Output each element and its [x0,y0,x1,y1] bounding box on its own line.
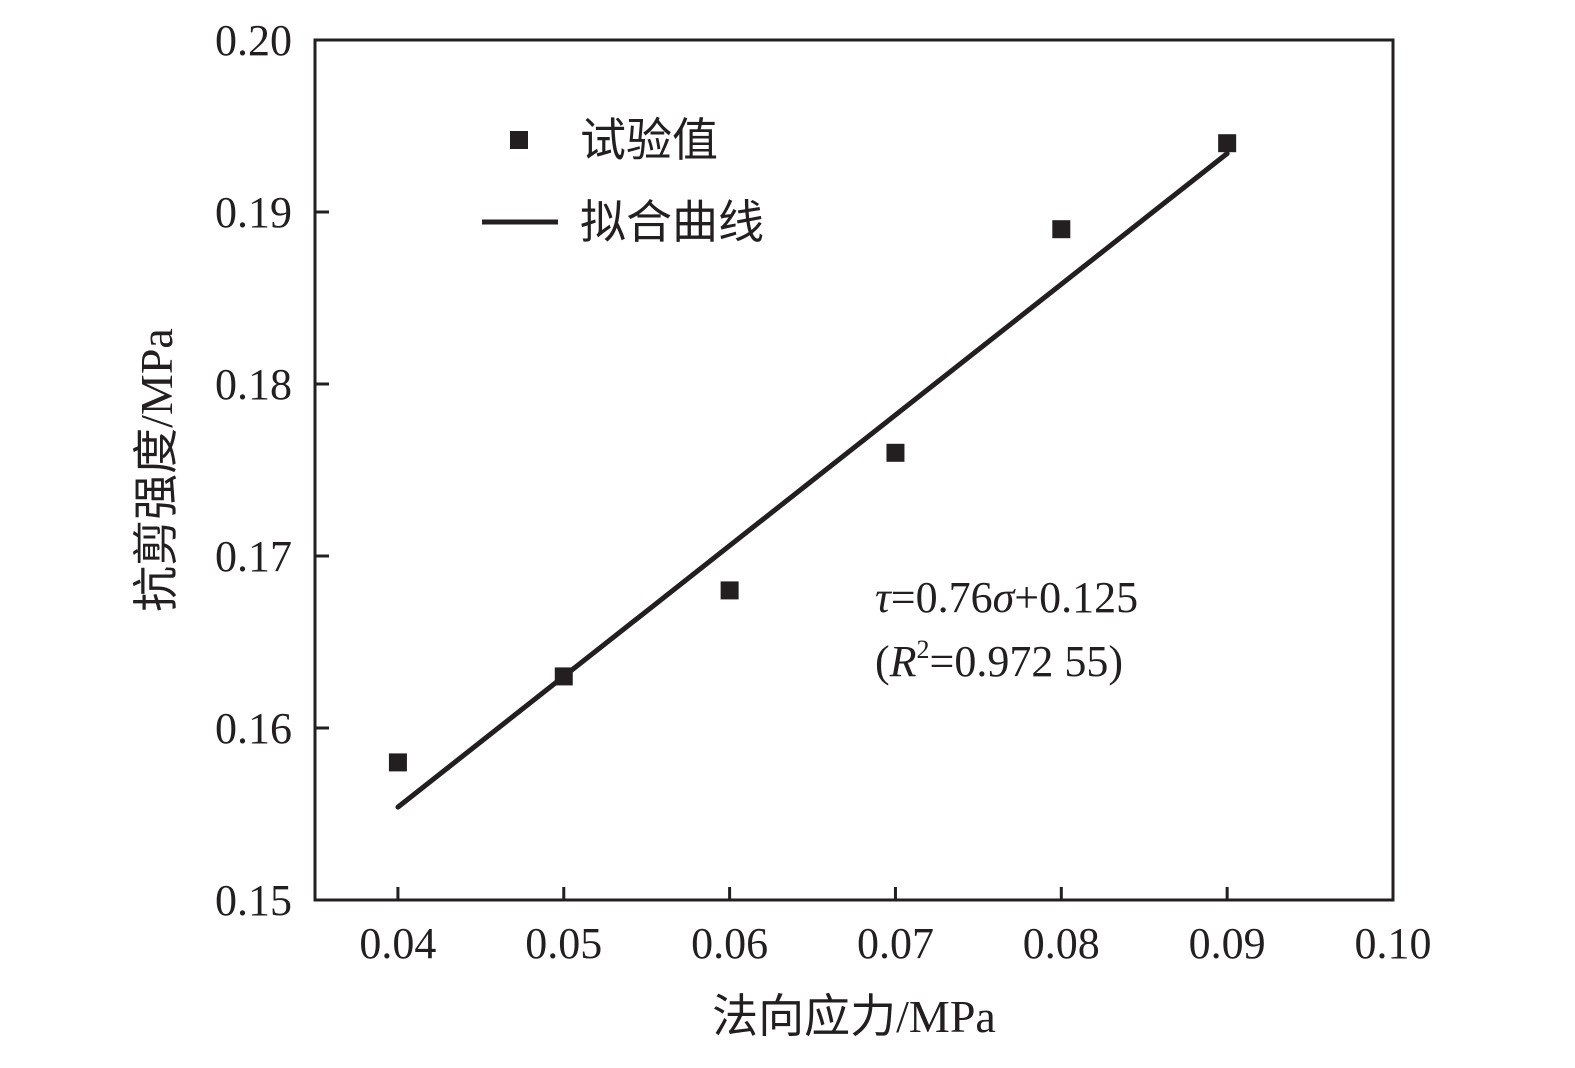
x-tick-label: 0.06 [691,919,768,968]
x-tick-label: 0.04 [359,919,436,968]
data-point [554,667,573,686]
legend-marker-square [510,131,528,149]
x-tick-label: 0.07 [857,919,934,968]
x-tick-label: 0.05 [525,919,602,968]
y-axis-label: 抗剪强度/MPa [131,328,182,612]
fit-line [395,151,1230,810]
x-axis-label: 法向应力/MPa [712,991,996,1042]
x-tick-label: 0.09 [1189,919,1266,968]
y-tick-label: 0.18 [215,360,292,409]
data-point [388,753,407,772]
y-tick-label: 0.15 [215,876,292,925]
legend-label-test: 试验值 [580,115,718,166]
x-tick-label: 0.08 [1023,919,1100,968]
data-point [1052,220,1071,239]
x-tick-label: 0.10 [1355,919,1432,968]
y-tick-label: 0.19 [215,188,292,237]
plot-frame [313,38,1395,902]
y-tick-label: 0.20 [215,16,292,65]
data-point [886,443,905,462]
fit-equation: τ=0.76σ+0.125 [875,573,1138,622]
r-squared: (R2=0.972 55) [875,635,1123,686]
legend-label-fit: 拟合曲线 [580,197,764,248]
data-point [1218,134,1237,153]
y-tick-label: 0.16 [215,704,292,753]
legend: 试验值 拟合曲线 [482,115,764,248]
y-tick-label: 0.17 [215,532,292,581]
data-point [720,581,739,600]
